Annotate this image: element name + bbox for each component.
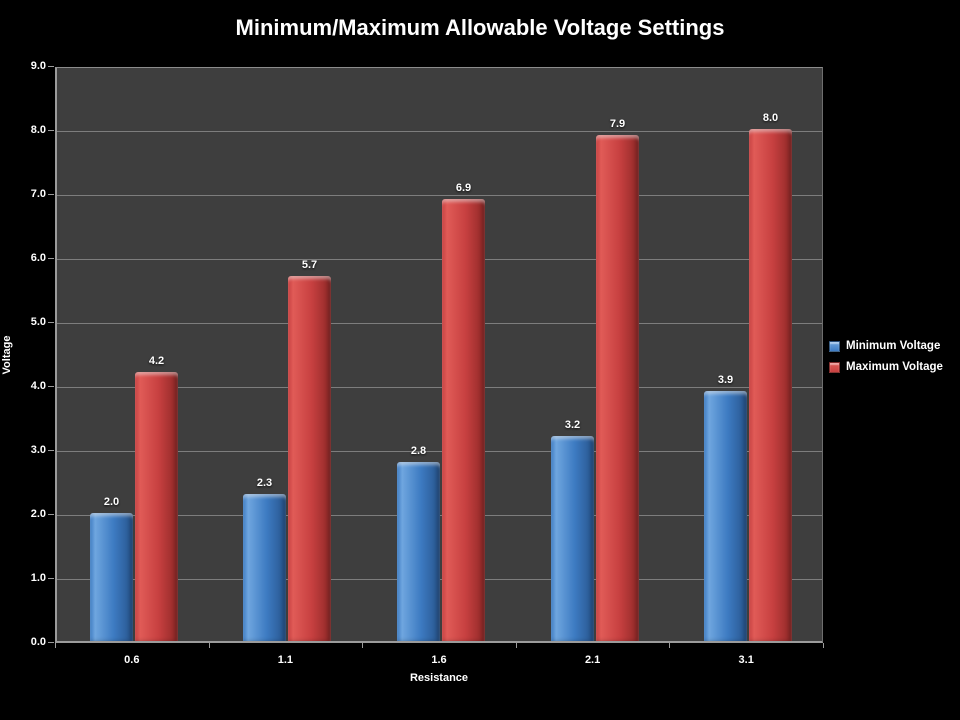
bar-minimum-voltage-0.6 [90, 513, 133, 641]
x-tick-1 [208, 643, 210, 648]
y-tick-label-6.0: 6.0 [30, 252, 46, 264]
x-tick-2 [362, 643, 364, 648]
y-tick-6.0 [48, 258, 54, 259]
x-tick-label-1.1: 1.1 [277, 654, 294, 666]
x-tick-4 [669, 643, 671, 648]
bar-value-minimum-voltage-3.1: 3.9 [717, 374, 734, 386]
y-tick-7.0 [48, 194, 54, 195]
y-tick-8.0 [48, 130, 54, 131]
y-tick-0.0 [48, 642, 54, 643]
y-tick-label-0.0: 0.0 [30, 636, 46, 648]
y-tick-4.0 [48, 386, 54, 387]
gridline-7.0 [57, 195, 822, 196]
legend-swatch-minimum-voltage [829, 340, 840, 352]
y-tick-5.0 [48, 322, 54, 323]
bar-maximum-voltage-0.6 [135, 372, 178, 641]
gridline-8.0 [57, 131, 822, 132]
x-tick-3 [515, 643, 517, 648]
bar-minimum-voltage-3.1 [704, 391, 747, 641]
legend-swatch-maximum-voltage [829, 361, 840, 373]
gridline-4.0 [57, 387, 822, 388]
bar-maximum-voltage-1.1 [288, 276, 331, 641]
bar-maximum-voltage-1.6 [442, 199, 485, 641]
bar-value-minimum-voltage-1.6: 2.8 [410, 445, 427, 457]
bar-value-minimum-voltage-0.6: 2.0 [103, 496, 120, 508]
bar-minimum-voltage-1.1 [243, 494, 286, 641]
y-tick-label-1.0: 1.0 [30, 572, 46, 584]
legend-label-maximum-voltage: Maximum Voltage [846, 361, 943, 373]
y-tick-label-2.0: 2.0 [30, 508, 46, 520]
bar-minimum-voltage-2.1 [551, 436, 594, 641]
y-tick-label-4.0: 4.0 [30, 380, 46, 392]
y-tick-label-3.0: 3.0 [30, 444, 46, 456]
x-tick-label-2.1: 2.1 [584, 654, 601, 666]
x-axis-title: Resistance [409, 672, 469, 684]
legend: Minimum Voltage Maximum Voltage [829, 340, 955, 382]
bar-value-maximum-voltage-3.1: 8.0 [762, 112, 779, 124]
x-tick-label-0.6: 0.6 [124, 654, 140, 666]
bar-minimum-voltage-1.6 [397, 462, 440, 641]
gridline-3.0 [57, 451, 822, 452]
x-tick-label-3.1: 3.1 [738, 654, 754, 666]
x-tick-label-1.6: 1.6 [431, 654, 447, 666]
plot-area: 2.0 4.2 2.3 5.7 2.8 6.9 3.2 7.9 3.9 8.0 [55, 67, 823, 643]
y-tick-3.0 [48, 450, 54, 451]
y-tick-label-5.0: 5.0 [30, 316, 46, 328]
bar-value-maximum-voltage-1.6: 6.9 [455, 182, 472, 194]
gridline-6.0 [57, 259, 822, 260]
y-tick-2.0 [48, 514, 54, 515]
y-tick-1.0 [48, 578, 54, 579]
bar-value-minimum-voltage-2.1: 3.2 [564, 419, 581, 431]
y-tick-9.0 [48, 66, 54, 67]
gridline-5.0 [57, 323, 822, 324]
y-tick-label-8.0: 8.0 [30, 124, 46, 136]
x-tick-5 [823, 643, 824, 648]
bar-value-maximum-voltage-2.1: 7.9 [609, 118, 626, 130]
legend-label-minimum-voltage: Minimum Voltage [846, 340, 941, 352]
bar-value-maximum-voltage-0.6: 4.2 [148, 355, 165, 367]
bar-value-maximum-voltage-1.1: 5.7 [301, 259, 318, 271]
bar-maximum-voltage-3.1 [749, 129, 792, 641]
bar-value-minimum-voltage-1.1: 2.3 [256, 477, 273, 489]
legend-item-minimum-voltage: Minimum Voltage [829, 340, 955, 352]
x-tick-0 [55, 643, 56, 648]
chart-title: Minimum/Maximum Allowable Voltage Settin… [235, 15, 725, 40]
y-tick-label-9.0: 9.0 [30, 60, 46, 72]
y-tick-label-7.0: 7.0 [30, 188, 46, 200]
legend-item-maximum-voltage: Maximum Voltage [829, 361, 955, 373]
bar-maximum-voltage-2.1 [596, 135, 639, 641]
